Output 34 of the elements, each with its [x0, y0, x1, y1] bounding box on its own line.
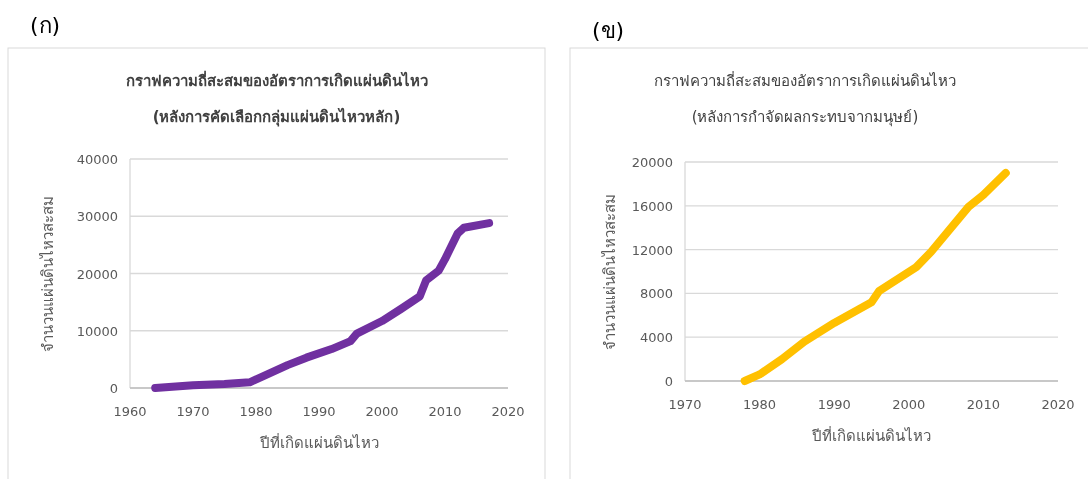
x-axis-title: ปีที่เกิดแผ่นดินไหว	[811, 425, 931, 445]
x-tick-label: 1970	[668, 397, 702, 412]
y-tick-label: 20000	[76, 266, 118, 282]
y-tick-label: 4000	[639, 330, 673, 346]
y-tick-label: 10000	[76, 323, 118, 339]
y-tick-label: 0	[664, 374, 673, 389]
y-tick-label: 16000	[631, 198, 673, 214]
chart-subtitle: (หลังการกำจัดผลกระทบจากมนุษย์)	[691, 108, 919, 127]
chart-title: กราฟความถี่สะสมของอัตราการเกิดแผ่นดินไหว	[125, 70, 428, 90]
x-tick-label: 2020	[491, 404, 525, 419]
text: (ข)	[592, 18, 625, 43]
x-tick-label: 2010	[428, 404, 462, 419]
x-tick-label: 1960	[113, 404, 147, 419]
x-tick-label: 1990	[302, 404, 336, 419]
y-axis-title: จำนวนแผ่นดินไหวสะสม	[39, 195, 57, 352]
y-tick-label: 12000	[631, 242, 673, 258]
y-tick-label: 20000	[631, 155, 673, 170]
y-tick-label: 30000	[76, 209, 118, 225]
x-tick-label: 1970	[176, 404, 210, 419]
x-axis-title: ปีที่เกิดแผ่นดินไหว	[258, 432, 379, 452]
x-tick-label: 2000	[365, 404, 399, 419]
x-tick-label: 1980	[239, 404, 273, 419]
chart-subtitle: (หลังการคัดเลือกกลุ่มแผ่นดินไหวหลัก)	[152, 107, 401, 127]
chart-title: กราฟความถี่สะสมของอัตราการเกิดแผ่นดินไหว	[654, 70, 956, 90]
x-tick-label: 2010	[966, 397, 1000, 412]
x-tick-label: 2020	[1041, 397, 1075, 412]
x-tick-label: 2000	[892, 397, 926, 412]
text: (ก)	[30, 13, 61, 38]
y-axis-title: จำนวนแผ่นดินไหวสะสม	[601, 193, 619, 350]
y-tick-label: 0	[109, 381, 118, 396]
y-tick-label: 40000	[76, 152, 118, 167]
x-tick-label: 1980	[743, 397, 777, 412]
y-tick-label: 8000	[639, 286, 673, 302]
x-tick-label: 1990	[817, 397, 851, 412]
